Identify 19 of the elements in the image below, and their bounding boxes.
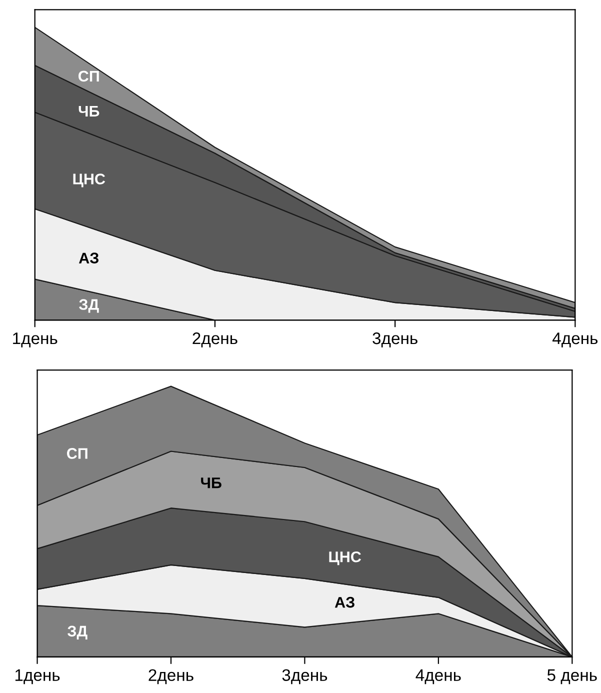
- series-label: СП: [78, 70, 99, 82]
- x-tick-label: 4день: [552, 332, 598, 348]
- x-tick-label: 2день: [148, 669, 194, 684]
- x-tick-label: 3день: [372, 332, 418, 348]
- x-tick-label: 1день: [13, 332, 58, 348]
- series-label: ЧБ: [78, 106, 100, 116]
- x-tick-label: 4день: [416, 669, 461, 684]
- series-label: АЗ: [334, 596, 354, 608]
- series-label: СП: [67, 448, 88, 459]
- series-label: ЦНС: [329, 551, 362, 566]
- x-tick-label: 5 день: [547, 669, 597, 684]
- series-label: ЦНС: [73, 174, 106, 188]
- series-label: АЗ: [78, 252, 98, 264]
- x-tick-label: 3день: [282, 669, 328, 684]
- series-label: ЧБ: [201, 478, 222, 488]
- x-tick-label: 1день: [15, 669, 60, 684]
- series-label: ЗД: [67, 626, 88, 640]
- x-tick-label: 2день: [192, 332, 238, 348]
- series-label: ЗД: [79, 299, 99, 313]
